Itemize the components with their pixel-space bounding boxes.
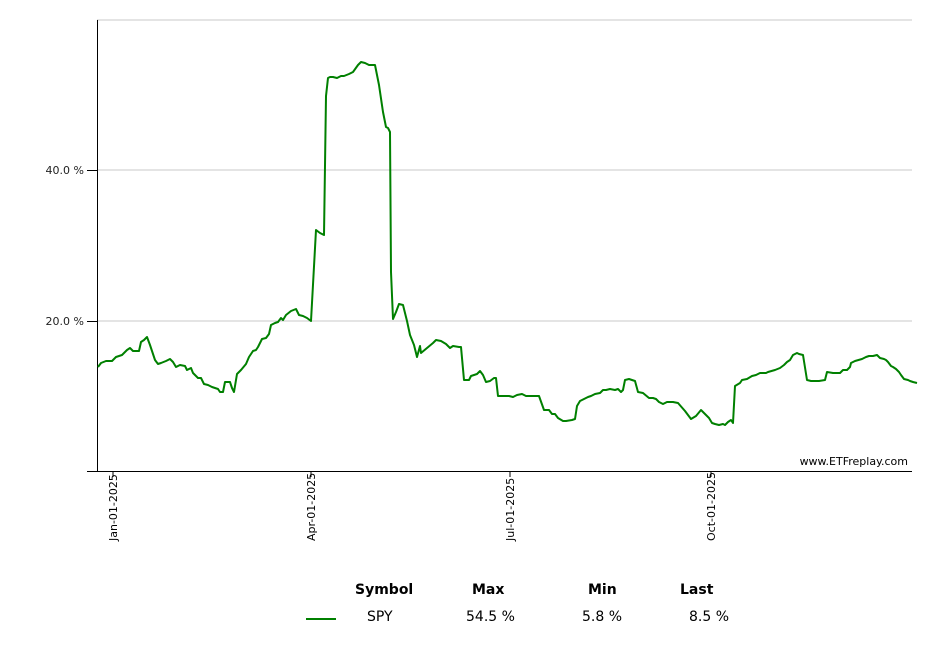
legend-last-spy: 8.5 %	[689, 609, 730, 625]
legend-table: Symbol Max Min Last SPY 54.5 % 5.8 % 8.5…	[300, 582, 760, 632]
legend-header-symbol: Symbol	[355, 582, 414, 598]
x-tick-label-oct: Oct-01-2025	[705, 472, 718, 541]
y-tick-label-40: 40.0 %	[46, 164, 84, 177]
legend-symbol-spy: SPY	[367, 609, 393, 625]
legend-header-min: Min	[588, 582, 617, 598]
x-tick-label-apr: Apr-01-2025	[305, 473, 318, 541]
legend-max-spy: 54.5 %	[466, 609, 515, 625]
legend-min-spy: 5.8 %	[582, 609, 623, 625]
legend-swatch-spy	[306, 618, 336, 620]
watermark: www.ETFreplay.com	[800, 455, 908, 468]
x-tick-label-jul: Jul-01-2025	[504, 478, 517, 542]
series-line-spy	[97, 61, 918, 426]
legend-header-last: Last	[680, 582, 714, 598]
y-tick-label-20: 20.0 %	[46, 315, 84, 328]
x-tick-label-jan: Jan-01-2025	[107, 474, 120, 542]
line-chart: 40.0 % 20.0 % Jan-01-2025 Apr-01-2025 Ju…	[46, 19, 918, 542]
legend-header-max: Max	[472, 582, 505, 598]
